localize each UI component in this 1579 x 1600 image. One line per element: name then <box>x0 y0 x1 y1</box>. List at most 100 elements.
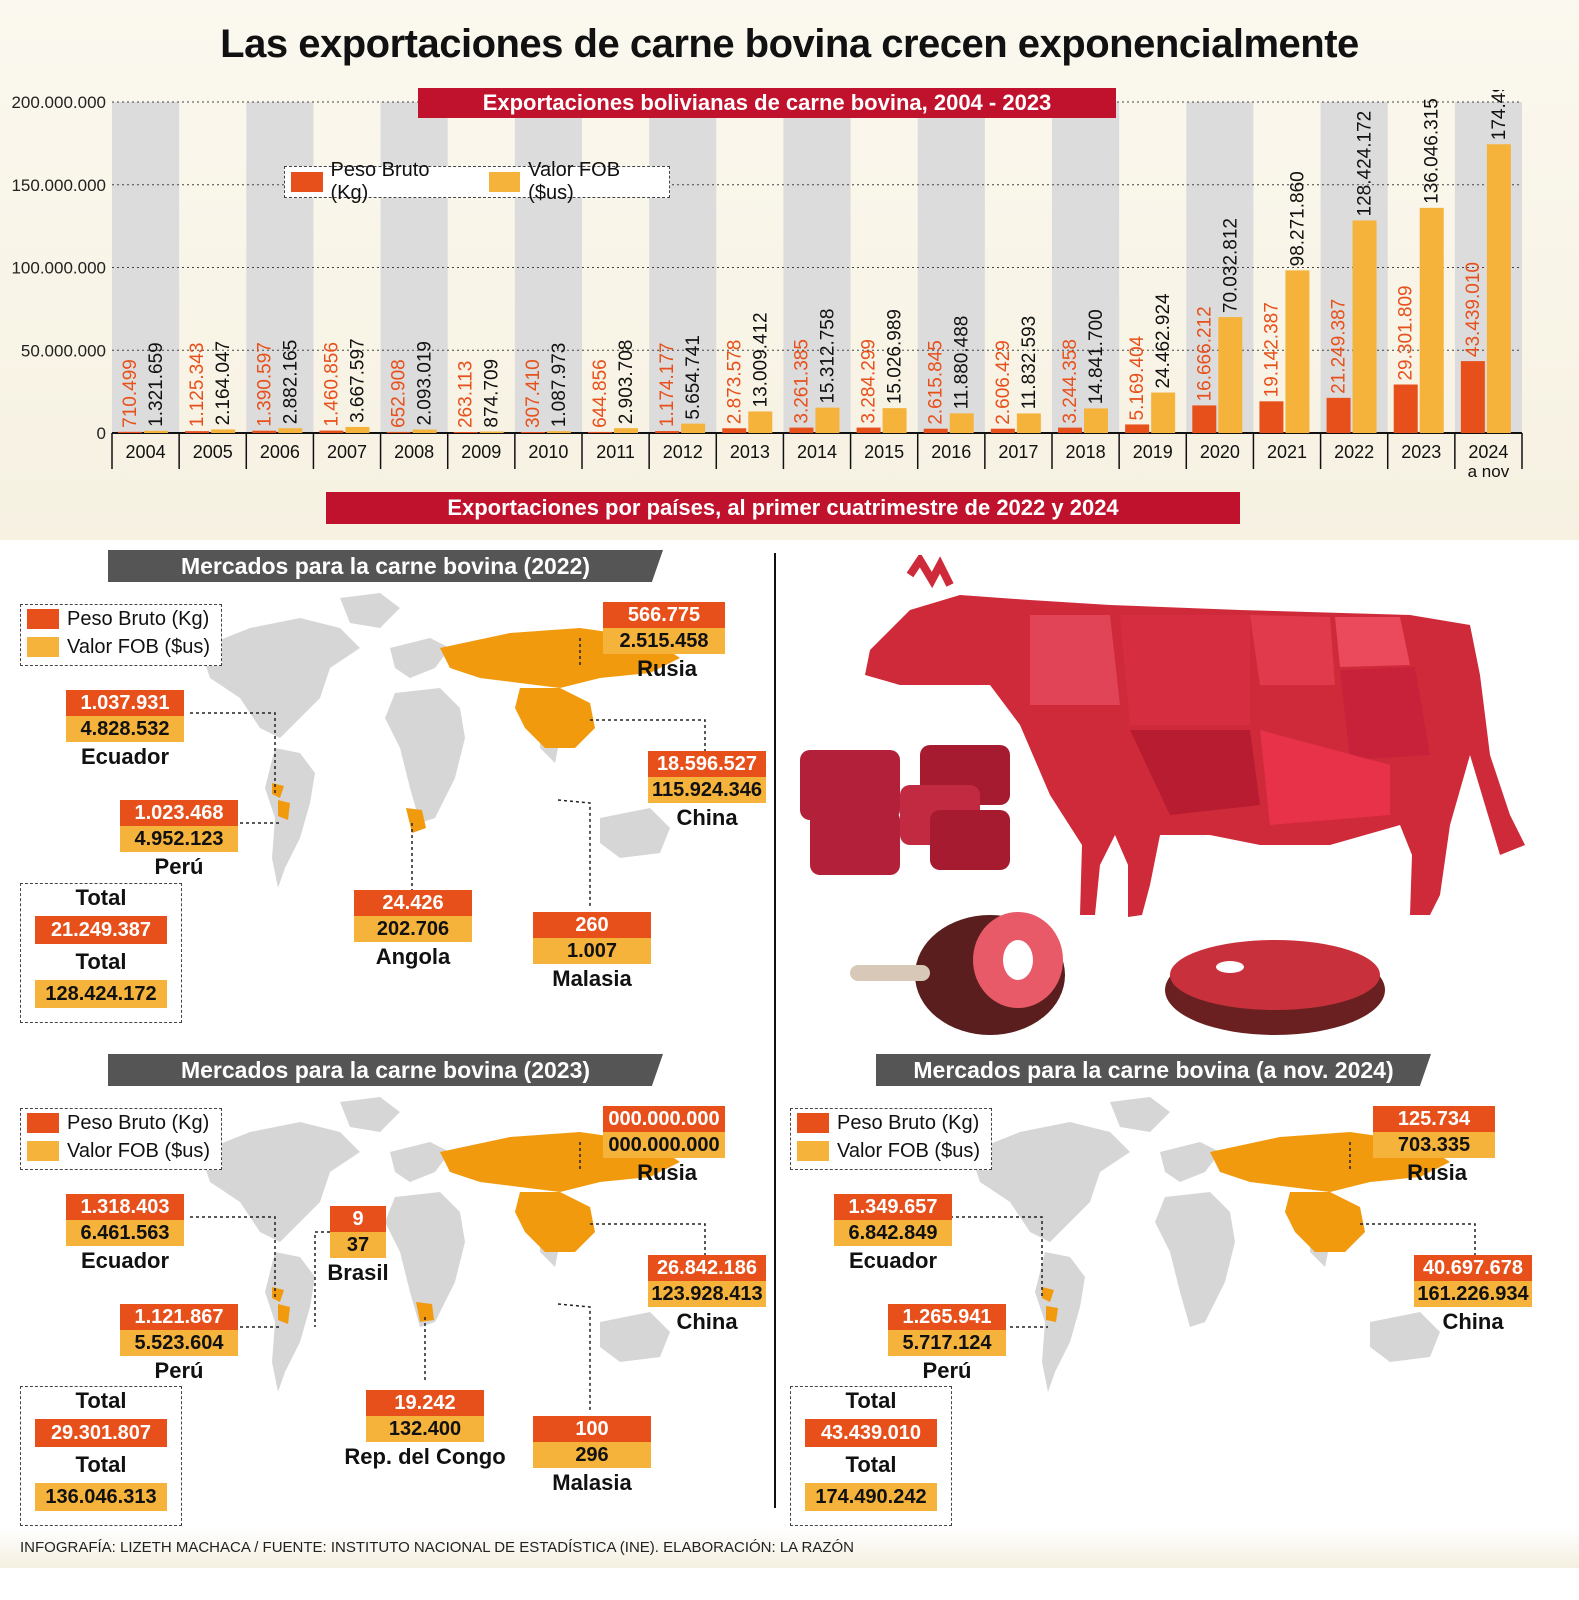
cow-icon <box>865 555 1525 917</box>
legend-swatch-fob <box>797 1141 829 1161</box>
total-fob: 174.490.242 <box>805 1483 937 1511</box>
data-label-fob: 15.312.758 <box>817 309 838 404</box>
marker-congo-2023: 19.242 132.400 Rep. del Congo <box>344 1390 506 1470</box>
bar-peso <box>252 430 277 433</box>
country-name: Rusia <box>637 656 697 681</box>
world-map-2024 <box>950 1097 1476 1392</box>
map-leaders <box>190 638 706 908</box>
x-tick-label: 2007 <box>327 442 367 462</box>
legend-swatch-fob <box>27 637 59 657</box>
y-tick-label: 0 <box>97 424 106 443</box>
peso-value: 1.037.931 <box>66 690 184 716</box>
bar-peso <box>185 431 210 433</box>
marker-china-2024: 40.697.678 161.226.934 China <box>1414 1255 1532 1335</box>
fob-value: 37 <box>330 1232 386 1258</box>
bar-fob <box>1352 220 1377 433</box>
peso-value: 100 <box>533 1416 651 1442</box>
legend-swatch-peso <box>797 1113 829 1133</box>
data-label-fob: 24.462.924 <box>1153 293 1174 389</box>
map-land <box>200 1097 670 1392</box>
peso-value: 18.596.527 <box>648 751 766 777</box>
x-tick-label: 2011 <box>596 442 635 462</box>
y-tick-label: 200.000.000 <box>11 93 106 112</box>
bar-fob <box>546 431 571 433</box>
bar-peso <box>856 427 881 433</box>
bar-peso <box>722 428 747 433</box>
bar-fob <box>144 430 168 433</box>
country-name: Perú <box>154 1358 204 1383</box>
bar-peso <box>1259 401 1284 433</box>
marker-malasia-2022: 260 1.007 Malasia <box>533 912 651 992</box>
data-label-peso: 1.174.177 <box>657 343 678 428</box>
legend-label-fob: Valor FOB ($us) <box>67 1139 210 1162</box>
data-label-fob: 128.424.172 <box>1355 111 1376 217</box>
credits: INFOGRAFÍA: LIZETH MACHACA / FUENTE: INS… <box>0 1528 1579 1568</box>
country-name: China <box>1442 1309 1504 1334</box>
bar-peso <box>1125 424 1150 433</box>
bar-fob <box>211 429 236 433</box>
peso-value: 125.734 <box>1373 1106 1495 1132</box>
data-label-fob: 874.709 <box>482 359 503 428</box>
fob-value: 161.226.934 <box>1414 1281 1532 1307</box>
data-label-peso: 2.873.578 <box>724 340 745 425</box>
heading-2024: Mercados para la carne bovina (a nov. 20… <box>876 1054 1431 1086</box>
world-map-2023 <box>190 1097 706 1412</box>
marker-malasia-2023: 100 296 Malasia <box>533 1416 651 1496</box>
data-label-fob: 11.880.488 <box>952 316 973 410</box>
country-name: Angola <box>375 944 451 969</box>
data-label-fob: 2.903.708 <box>616 340 637 425</box>
country-name: Perú <box>154 854 204 879</box>
peso-value: 260 <box>533 912 651 938</box>
bar-peso <box>588 431 612 433</box>
marker-ecuador-2022: 1.037.931 4.828.532 Ecuador <box>66 690 184 770</box>
country-name: Malasia <box>552 1470 632 1495</box>
marker-rusia-2024: 125.734 703.335 Rusia <box>1373 1106 1495 1186</box>
x-tick-label: 2016 <box>931 442 971 462</box>
marker-ecuador-2024: 1.349.657 6.842.849 Ecuador <box>834 1194 952 1274</box>
total-peso: 43.439.010 <box>805 1419 937 1447</box>
marker-rusia-2023: 000.000.000 000.000.000 Rusia <box>603 1106 725 1186</box>
legend-label-peso: Peso Bruto (Kg) <box>837 1111 980 1134</box>
y-tick-label: 100.000.000 <box>11 259 106 278</box>
fob-value: 2.515.458 <box>603 628 725 654</box>
bar-fob <box>1151 392 1176 433</box>
bar-peso <box>453 432 478 433</box>
peso-value: 19.242 <box>366 1390 484 1416</box>
marker-ecuador-2023: 1.318.403 6.461.563 Ecuador <box>66 1194 184 1274</box>
bar-peso <box>1192 405 1217 433</box>
fob-value: 5.523.604 <box>120 1330 238 1356</box>
data-label-fob: 70.032.812 <box>1220 218 1241 313</box>
heading-2022: Mercados para la carne bovina (2022) <box>108 550 663 582</box>
fob-value: 6.461.563 <box>66 1220 184 1246</box>
fob-value: 132.400 <box>366 1416 484 1442</box>
data-label-peso: 3.244.358 <box>1060 339 1081 424</box>
country-name: Ecuador <box>80 744 170 769</box>
data-label-fob: 1.321.659 <box>146 342 167 427</box>
marker-brasil-2023: 9 37 Brasil <box>327 1206 389 1286</box>
legend-2023: Peso Bruto (Kg) Valor FOB ($us) <box>20 1108 222 1170</box>
steak-icon <box>1165 940 1385 1035</box>
legend-label-fob: Valor FOB ($us) <box>67 635 210 658</box>
bar-fob <box>949 413 974 433</box>
bar-fob <box>882 408 907 433</box>
bar-fob <box>1016 413 1041 433</box>
fob-value: 1.007 <box>533 938 651 964</box>
country-name: Rusia <box>637 1160 697 1185</box>
fob-value: 4.828.532 <box>66 716 184 742</box>
chart-banner: Exportaciones bolivianas de carne bovina… <box>418 88 1116 118</box>
country-name: China <box>676 1309 738 1334</box>
fob-value: 115.924.346 <box>648 777 766 803</box>
x-tick-label: 2014 <box>797 442 837 462</box>
country-name: Ecuador <box>848 1248 938 1273</box>
peso-value: 24.426 <box>354 890 472 916</box>
peso-value: 26.842.186 <box>648 1255 766 1281</box>
total-label: Total <box>845 1388 897 1413</box>
peso-value: 1.121.867 <box>120 1304 238 1330</box>
totals-2022: Total 21.249.387 Total 128.424.172 <box>20 883 182 1023</box>
x-tick-label: 2015 <box>864 442 904 462</box>
x-tick-label: 2018 <box>1066 442 1106 462</box>
total-label: Total <box>845 1452 897 1477</box>
marker-peru-2024: 1.265.941 5.717.124 Perú <box>888 1304 1006 1384</box>
data-label-peso: 2.606.429 <box>993 340 1014 425</box>
data-label-fob: 174.490.242 <box>1489 90 1510 140</box>
